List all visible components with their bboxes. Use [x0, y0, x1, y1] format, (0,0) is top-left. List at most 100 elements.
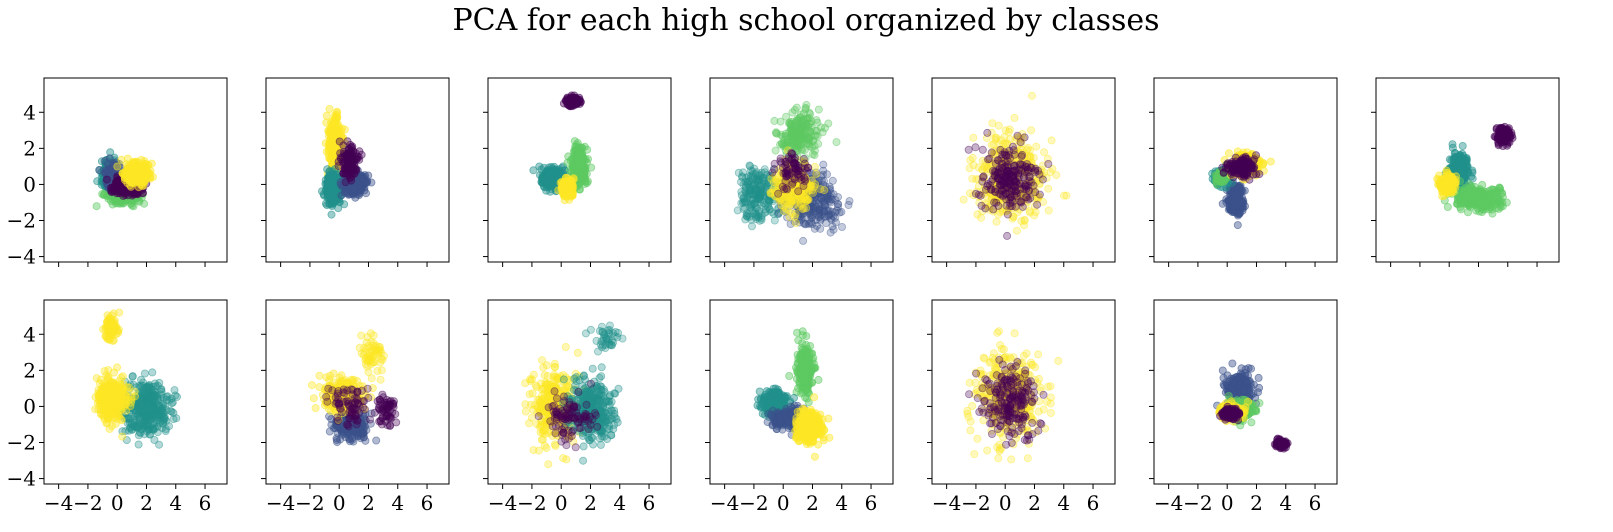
data-point [352, 155, 361, 164]
data-point [969, 161, 978, 170]
data-point [1009, 186, 1018, 195]
data-point [784, 119, 793, 128]
data-point [562, 173, 571, 182]
data-point [806, 119, 815, 128]
data-point [760, 165, 769, 174]
data-point [141, 159, 150, 168]
data-point [1016, 138, 1025, 147]
data-point [801, 175, 810, 184]
data-point [1020, 215, 1029, 224]
data-point [820, 199, 829, 208]
data-point [1012, 178, 1021, 187]
data-point [1031, 208, 1040, 217]
data-point [740, 197, 749, 206]
data-point [1025, 152, 1034, 161]
data-point [826, 189, 835, 198]
data-point [788, 136, 797, 145]
figure-title: PCA for each high school organized by cl… [452, 3, 1159, 38]
data-point [812, 169, 821, 178]
data-point [971, 143, 980, 152]
data-point [797, 133, 806, 142]
data-point [987, 140, 996, 149]
data-point [981, 204, 990, 213]
scatter-points-4 [733, 101, 854, 245]
data-point [1003, 231, 1012, 240]
data-point [787, 149, 796, 158]
data-point [567, 180, 576, 189]
data-point [771, 146, 780, 155]
data-point [322, 111, 331, 120]
data-point [140, 199, 149, 208]
data-point [1060, 191, 1069, 200]
data-point [802, 196, 811, 205]
data-point [794, 165, 803, 174]
data-point [102, 175, 111, 184]
data-point [329, 189, 338, 198]
data-point [802, 139, 811, 148]
data-point [773, 129, 782, 138]
data-point [806, 211, 815, 220]
data-point [746, 166, 755, 175]
data-point [797, 145, 806, 154]
data-point [1026, 163, 1035, 172]
data-point [791, 218, 800, 227]
data-point [968, 153, 977, 162]
data-point [1044, 206, 1053, 215]
data-point [992, 198, 1001, 207]
data-point [1044, 159, 1053, 168]
data-point [1027, 126, 1036, 135]
data-point [810, 162, 819, 171]
data-point [974, 190, 983, 199]
data-point [801, 105, 810, 114]
data-point [987, 177, 996, 186]
data-point [341, 169, 350, 178]
y-tick-label: −2 [7, 209, 36, 233]
data-point [997, 136, 1006, 145]
data-point [751, 210, 760, 219]
data-point [738, 172, 747, 181]
data-point [327, 210, 336, 219]
data-point [1038, 175, 1047, 184]
data-point [808, 150, 817, 159]
data-point [339, 141, 348, 150]
scatter-points-2 [317, 105, 376, 219]
y-tick-label: 4 [23, 100, 36, 124]
data-point [776, 154, 785, 163]
data-point [1040, 148, 1049, 157]
data-point [1032, 142, 1041, 151]
data-point [994, 121, 1003, 130]
data-point [989, 205, 998, 214]
data-point [1028, 91, 1037, 100]
data-point [993, 174, 1002, 183]
scatter-panel-6 [1149, 77, 1338, 267]
y-tick-label: −4 [7, 245, 36, 269]
data-point [981, 185, 990, 194]
data-point [799, 204, 808, 213]
data-point [766, 188, 775, 197]
data-point [814, 105, 823, 114]
data-point [346, 140, 355, 149]
scatter-points-6 [1208, 147, 1275, 230]
data-point [326, 118, 335, 127]
data-point [1005, 125, 1014, 134]
data-point [1000, 150, 1009, 159]
data-point [139, 178, 148, 187]
data-point [964, 145, 973, 154]
data-point [790, 173, 799, 182]
data-point [325, 174, 334, 183]
scatter-points-1 [92, 148, 157, 211]
data-point [325, 105, 334, 114]
data-point [983, 128, 992, 137]
data-point [115, 182, 124, 191]
data-point [1017, 152, 1026, 161]
data-point [570, 137, 579, 146]
data-point [749, 200, 758, 209]
data-point [821, 212, 830, 221]
data-point [337, 127, 346, 136]
data-point [755, 170, 764, 179]
data-point [978, 145, 987, 154]
data-point [757, 190, 766, 199]
data-point [1044, 184, 1053, 193]
